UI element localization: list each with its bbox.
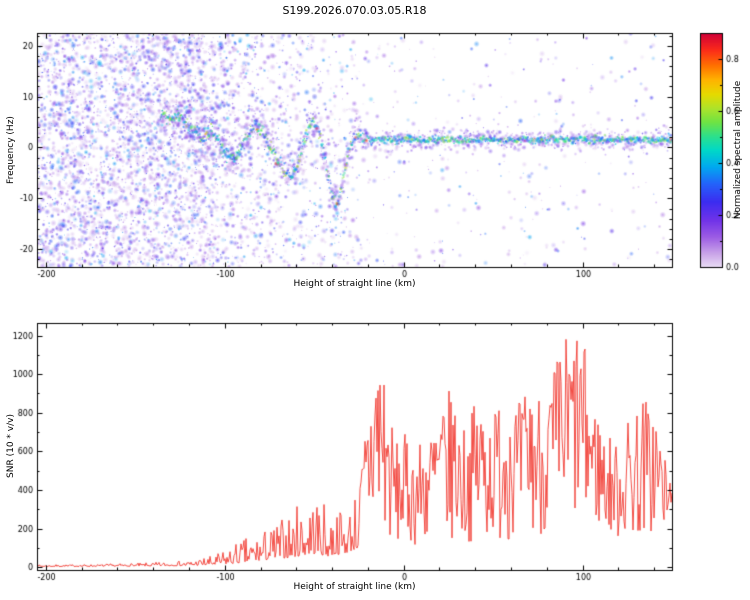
spectrogram-x-axis-label: Height of straight line (km) (293, 279, 416, 289)
snr-x-axis-label: Height of straight line (km) (293, 582, 416, 592)
spectrogram-y-axis-label: Frequency (Hz) (6, 116, 16, 184)
snr-y-axis-label: SNR (10 * v/v) (6, 414, 16, 478)
colorbar-label: Normalized spectral amplitude (733, 80, 743, 220)
figure-title: S199.2026.070.03.05.R18 (282, 4, 427, 17)
